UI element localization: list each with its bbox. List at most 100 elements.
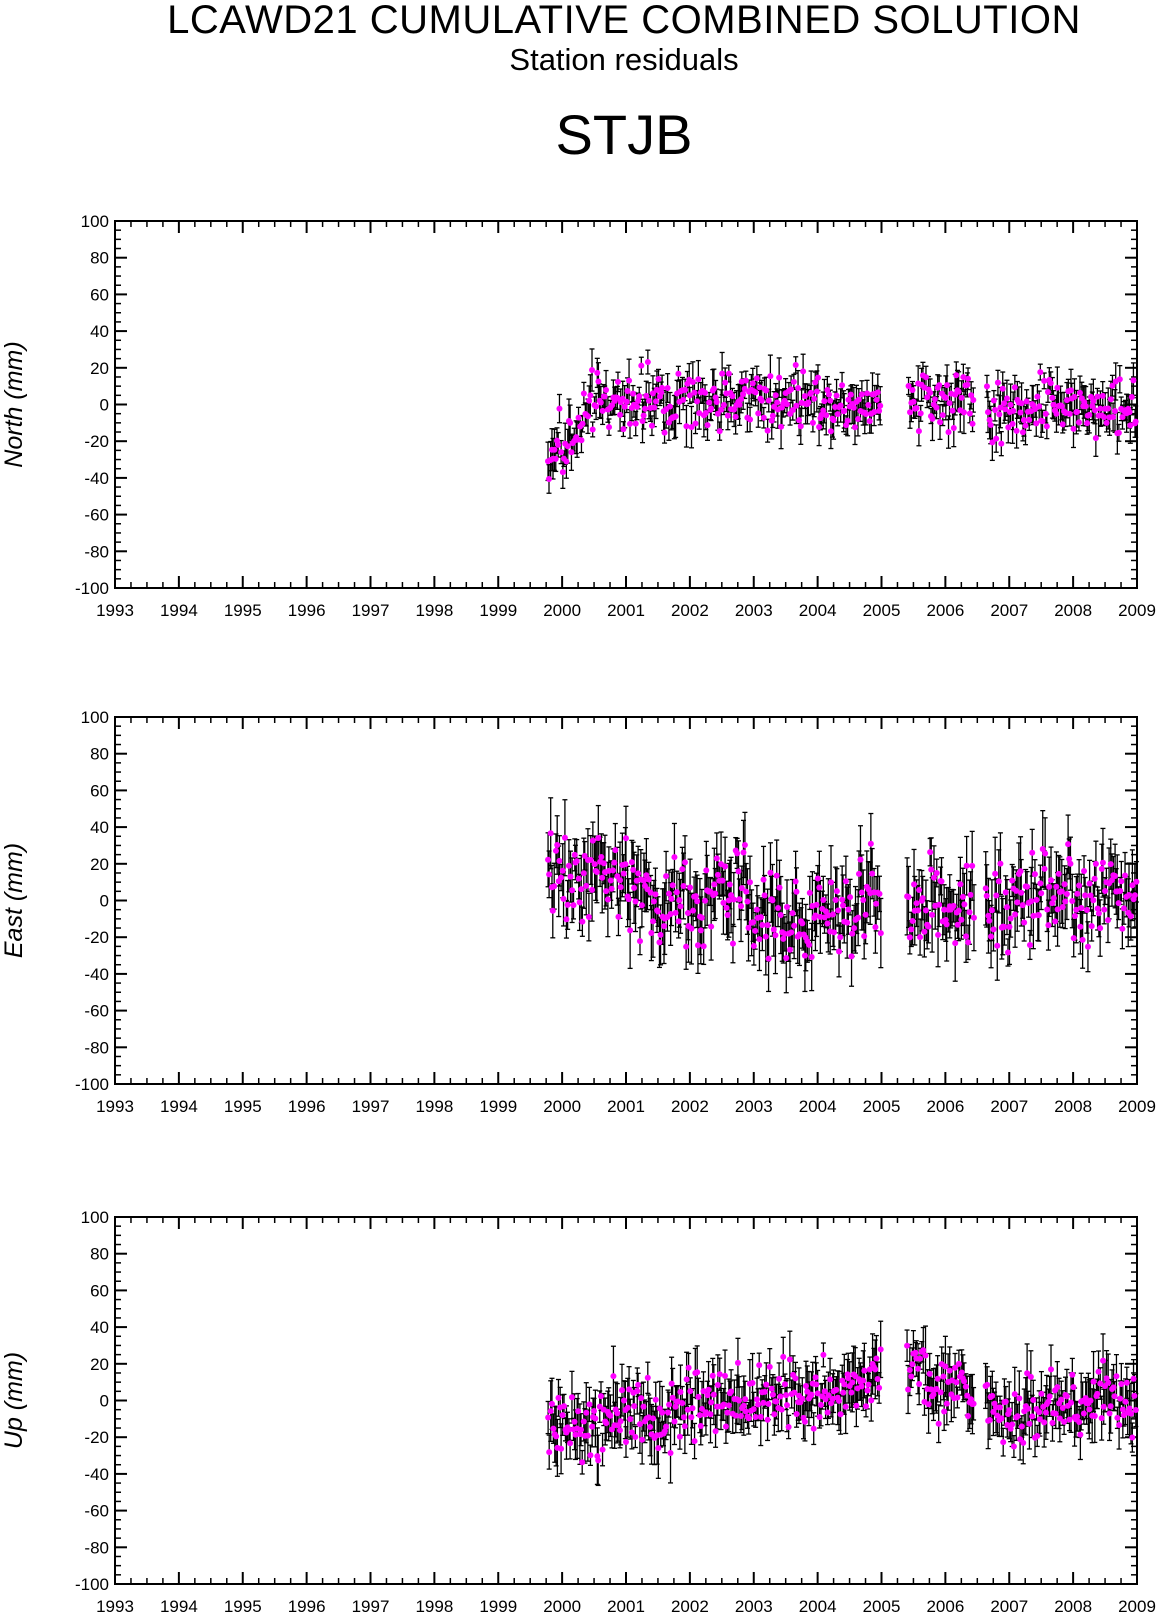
data-point	[867, 840, 874, 847]
x-tick-label: 1997	[352, 1597, 390, 1616]
data-point	[1079, 936, 1086, 943]
data-point	[916, 887, 923, 894]
data-point	[1074, 408, 1081, 415]
x-tick-label: 1998	[415, 601, 453, 620]
data-point	[692, 420, 699, 427]
data-point	[730, 896, 737, 903]
y-tick-label: -80	[84, 542, 109, 561]
data-point	[599, 407, 606, 414]
x-tick-label: 1993	[96, 601, 134, 620]
data-point	[967, 891, 974, 898]
data-point	[664, 385, 671, 392]
data-point	[833, 888, 840, 895]
data-point	[929, 415, 936, 422]
data-point	[1054, 384, 1061, 391]
data-point	[729, 940, 736, 947]
data-point	[696, 410, 703, 417]
data-point	[624, 388, 631, 395]
data-point	[960, 374, 967, 381]
data-point	[586, 397, 593, 404]
data-point	[551, 883, 558, 890]
data-point	[825, 912, 832, 919]
data-point	[783, 954, 790, 961]
data-point	[738, 885, 745, 892]
data-point	[863, 411, 870, 418]
data-point	[1073, 906, 1080, 913]
data-point	[821, 398, 828, 405]
x-tick-label: 2006	[926, 1597, 964, 1616]
data-point	[1084, 420, 1091, 427]
data-point	[713, 398, 720, 405]
data-point	[591, 861, 598, 868]
x-tick-label: 1996	[288, 601, 326, 620]
data-point	[983, 383, 990, 390]
data-point	[587, 392, 594, 399]
data-point	[756, 936, 763, 943]
data-point	[655, 376, 662, 383]
x-tick-label: 2002	[671, 1597, 709, 1616]
data-point	[581, 852, 588, 859]
data-point	[820, 897, 827, 904]
data-point	[760, 414, 767, 421]
data-point	[1091, 875, 1098, 882]
data-point	[772, 392, 779, 399]
data-point	[1090, 397, 1097, 404]
data-point	[927, 849, 934, 856]
data-point	[741, 385, 748, 392]
data-point	[832, 897, 839, 904]
data-point	[769, 412, 776, 419]
data-point	[950, 424, 957, 431]
data-point	[995, 878, 1002, 885]
data-point	[626, 420, 633, 427]
data-point	[638, 902, 645, 909]
data-point	[969, 420, 976, 427]
data-point	[1108, 877, 1115, 884]
data-point	[680, 396, 687, 403]
data-point	[692, 893, 699, 900]
data-point	[796, 417, 803, 424]
data-point	[723, 904, 730, 911]
data-point	[1053, 883, 1060, 890]
data-point	[750, 919, 757, 926]
x-tick-label: 2008	[1054, 601, 1092, 620]
data-point	[1047, 380, 1054, 387]
data-point	[607, 877, 614, 884]
data-point	[559, 867, 566, 874]
data-point	[854, 416, 861, 423]
data-point	[752, 389, 759, 396]
data-point	[768, 417, 775, 424]
data-point	[855, 870, 862, 877]
data-point	[683, 423, 690, 430]
x-tick-label: 2004	[799, 1597, 837, 1616]
data-point	[589, 367, 596, 374]
data-point	[631, 884, 638, 891]
data-point	[801, 393, 808, 400]
data-point	[552, 847, 559, 854]
x-tick-label: 1997	[352, 1097, 390, 1116]
data-point	[677, 903, 684, 910]
data-point	[746, 879, 753, 886]
data-point	[1127, 913, 1134, 920]
data-point	[694, 898, 701, 905]
data-point	[1082, 403, 1089, 410]
data-point	[816, 423, 823, 430]
data-point	[997, 860, 1004, 867]
data-point	[657, 931, 664, 938]
y-tick-label: 40	[90, 322, 109, 341]
data-point	[552, 455, 559, 462]
data-point	[700, 943, 707, 950]
data-point	[589, 886, 596, 893]
data-point	[988, 907, 995, 914]
data-point	[965, 375, 972, 382]
x-tick-label: 1995	[224, 1597, 262, 1616]
data-point	[990, 926, 997, 933]
data-point	[936, 901, 943, 908]
data-point	[694, 398, 701, 405]
x-tick-label: 2004	[799, 1097, 837, 1116]
data-point	[1111, 408, 1118, 415]
data-point	[987, 422, 994, 429]
data-point	[594, 369, 601, 376]
data-point	[1094, 393, 1101, 400]
data-point	[805, 399, 812, 406]
x-tick-label: 2009	[1118, 1597, 1156, 1616]
